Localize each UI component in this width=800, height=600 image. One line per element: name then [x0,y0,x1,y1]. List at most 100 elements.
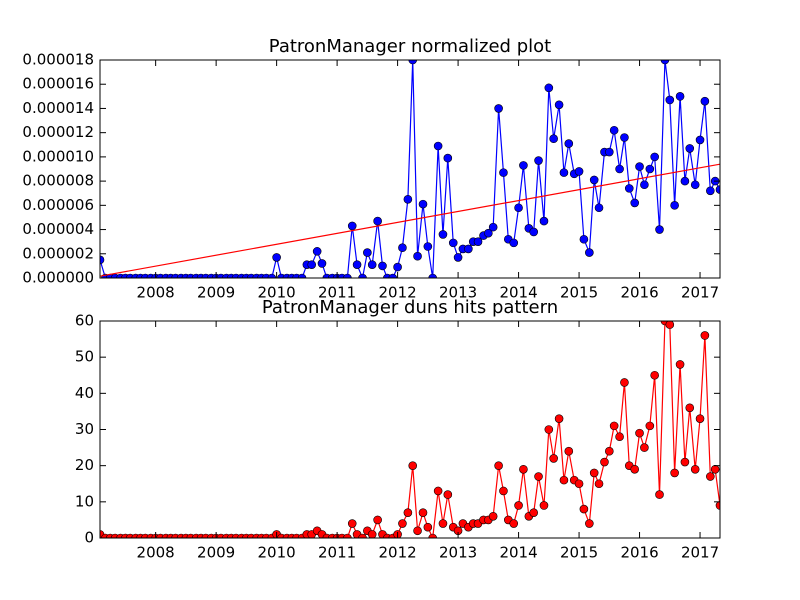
data-point [650,370,659,380]
data-point [388,273,398,278]
data-point [589,468,599,478]
data-point [448,238,458,248]
x-tick-label: 2011 [318,284,356,302]
data-point [529,227,538,237]
data-point [630,198,640,208]
data-point [615,432,624,442]
x-tick-label: 2014 [499,284,537,302]
data-point [499,486,508,496]
data-point [509,519,519,528]
data-point [358,533,367,538]
data-point [473,237,483,246]
data-point [635,162,644,171]
data-point [443,490,453,499]
data-point [438,519,448,528]
data-point [433,141,443,151]
data-point [559,168,569,177]
data-point [317,259,327,268]
data-point [418,199,428,209]
data-point [413,251,422,261]
data-point [675,92,685,101]
data-point [609,421,619,431]
data-point [363,248,372,257]
data-point [630,464,640,474]
data-point [574,479,584,489]
x-tick-label: 2017 [681,284,719,302]
data-point [484,228,493,238]
series-line [100,163,720,277]
data-point [343,273,352,278]
data-point [312,247,322,256]
data-point [297,273,307,278]
data-point [343,533,352,538]
data-point [408,60,418,65]
data-point [554,414,564,423]
data-point [605,446,614,456]
data-point [594,203,604,213]
data-point [509,238,519,248]
data-point [645,164,655,174]
data-point [650,152,659,162]
data-point [403,508,413,517]
y-tick-label: 0.000004 [22,220,94,238]
data-point [600,457,609,467]
data-point [690,180,700,190]
data-point [373,216,382,226]
data-point [514,203,523,213]
data-point [514,501,523,510]
plot-area [100,321,720,538]
data-point [549,134,558,144]
x-tick-label: 2012 [379,544,417,562]
data-point [539,216,549,226]
data-point [549,454,558,463]
data-point [685,403,695,413]
data-point [393,262,402,272]
data-point [488,511,498,521]
data-point [488,222,498,232]
data-point [609,125,619,135]
data-point [423,522,433,532]
data-point [367,260,377,269]
y-tick-label: 10 [75,492,94,510]
data-point [418,508,428,517]
y-tick-label: 0 [84,529,94,547]
data-point [544,425,554,434]
data-point [529,508,538,517]
x-tick-label: 2016 [620,284,658,302]
y-tick-label: 0.000002 [22,244,94,262]
data-point [267,273,277,278]
y-tick-label: 50 [75,348,94,366]
data-point [670,468,679,478]
data-point [624,184,634,193]
y-tick-label: 30 [75,420,94,438]
x-tick-label: 2016 [620,544,658,562]
series-line [100,60,720,278]
data-point [706,186,715,196]
x-tick-label: 2010 [258,284,296,302]
data-point [695,414,705,423]
data-point [620,378,629,387]
y-tick-label: 0.000000 [22,269,94,287]
x-tick-label: 2013 [439,544,477,562]
x-tick-label: 2015 [560,544,598,562]
series-line [100,321,720,538]
data-point [433,486,443,496]
x-tick-label: 2008 [137,544,175,562]
x-tick-label: 2015 [560,284,598,302]
data-point [358,273,367,278]
y-tick-label: 0.000018 [22,51,94,69]
data-point [564,139,574,148]
data-point [700,96,710,106]
data-point [378,261,387,271]
x-tick-label: 2017 [681,544,719,562]
data-point [680,176,690,186]
data-point [675,360,685,369]
x-tick-label: 2013 [439,284,477,302]
data-point [574,167,584,176]
data-point [403,194,413,204]
data-point [715,185,720,194]
x-tick-label: 2012 [379,284,417,302]
data-point [665,95,675,105]
data-point [605,147,614,157]
data-point [398,243,407,253]
